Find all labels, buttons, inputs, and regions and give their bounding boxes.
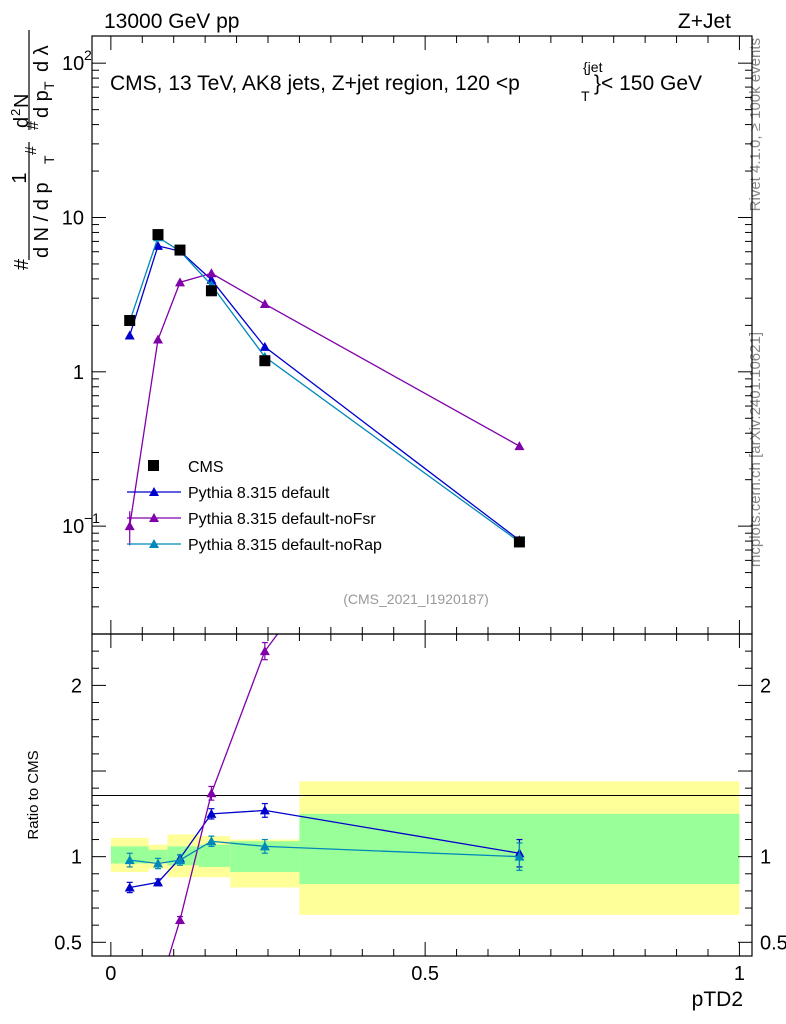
series-point-1 [259, 299, 270, 309]
chart-title-post: }< 150 GeV [594, 72, 702, 95]
ratio-point-0 [206, 808, 217, 818]
svg-text:#: # [25, 121, 42, 130]
x-axis-label: pTD2 [692, 988, 743, 1011]
y-tick-label: 10 [62, 53, 84, 75]
mcplots-label: mcplots.cern.ch [arXiv:2401.10621] [747, 332, 764, 567]
svg-text:d p: d p [31, 90, 53, 118]
legend-label-2: Pythia 8.315 default-noRap [188, 537, 382, 554]
ratio-plot-frame [91, 633, 753, 957]
ratio-y-tick-label: 0.5 [54, 932, 82, 954]
svg-text:d N / d p: d N / d p [31, 182, 53, 258]
legend: CMS Pythia 8.315 default Pythia 8.315 defa… [127, 459, 382, 554]
legend-marker-0 [149, 487, 159, 496]
y-tick-exponent: 2 [84, 47, 92, 63]
svg-text:T: T [41, 155, 57, 164]
reference-point [259, 355, 271, 367]
svg-text:#: # [23, 146, 40, 155]
y-tick-exponent: −1 [84, 510, 100, 526]
legend-marker-cms [148, 460, 159, 471]
svg-text:d λ: d λ [31, 45, 53, 72]
series-point-0 [259, 341, 270, 351]
ratio-point-2 [259, 841, 270, 851]
chart-title-sup: {jet [583, 59, 603, 75]
ratio-y-tick-label-right: 0.5 [760, 932, 786, 954]
ratio-line-1 [168, 634, 279, 956]
ratio-point-0 [153, 877, 163, 887]
series-point-1 [175, 277, 185, 287]
reference-point [124, 315, 136, 327]
legend-marker-1 [149, 513, 159, 522]
ratio-point-2 [153, 858, 163, 868]
series-point-1 [206, 268, 217, 278]
y-tick-label: 10 [62, 207, 84, 229]
main-y-axis-label: # 1 d N / d p T # d 2 N # d p T d λ [8, 30, 57, 270]
ratio-y-axis-label: Ratio to CMS [25, 750, 42, 839]
ratio-point-1 [259, 646, 270, 656]
header-left: 13000 GeV pp [104, 10, 239, 33]
ratio-point-1 [175, 915, 185, 925]
ratio-y-tick-label: 2 [71, 675, 82, 697]
ratio-y-tick-label-right: 1 [760, 847, 771, 869]
svg-text:N: N [11, 94, 33, 108]
reference-point [174, 244, 186, 256]
y-tick-label: 10 [62, 516, 84, 538]
chart-title: CMS, 13 TeV, AK8 jets, Z+jet region, 120… [110, 72, 520, 95]
ratio-y-tick-label-right: 2 [760, 675, 771, 697]
x-tick-label: 0.5 [411, 963, 439, 985]
legend-marker-2 [149, 539, 159, 548]
y-tick-label: 1 [73, 362, 84, 384]
legend-label-0: Pythia 8.315 default [188, 485, 330, 502]
rivet-label: Rivet 4.1.0, ≥ 100k events [747, 38, 764, 211]
reference-point [205, 285, 217, 297]
ratio-point-2 [206, 836, 217, 846]
ratio-point-1 [514, 304, 524, 313]
ratio-point-1 [125, 1015, 135, 1024]
svg-text:#: # [11, 258, 33, 270]
series-point-0 [153, 240, 163, 250]
series-line-0 [129, 245, 520, 541]
ratio-point-0 [124, 882, 135, 892]
series-line-2 [129, 236, 520, 543]
ratio-series-group [124, 304, 525, 1024]
svg-text:2: 2 [8, 109, 23, 116]
series-point-1 [153, 334, 163, 344]
ratio-band-inner [148, 849, 168, 862]
legend-label-cms: CMS [188, 459, 224, 476]
series-line-1 [129, 272, 520, 527]
ratio-point-2 [124, 855, 135, 865]
ratio-y-tick-label: 1 [71, 847, 82, 869]
main-series-group [124, 229, 525, 548]
ratio-point-1 [206, 788, 217, 798]
legend-label-1: Pythia 8.315 default-noFsr [188, 511, 376, 528]
ratio-line-2 [129, 840, 520, 865]
header-right: Z+Jet [678, 10, 731, 33]
series-point-0 [124, 330, 135, 340]
reference-point [152, 229, 164, 241]
ratio-point-2 [514, 851, 525, 861]
svg-text:T: T [41, 81, 57, 90]
ratio-point-2 [175, 855, 185, 865]
x-tick-label: 0 [105, 963, 116, 985]
reference-point [513, 536, 525, 548]
svg-text:1: 1 [9, 172, 31, 183]
ratio-point-1 [153, 987, 163, 996]
chart-title-sub: T [581, 88, 590, 104]
ratio-band-inner [198, 844, 231, 867]
ratio-line-0 [129, 809, 520, 889]
series-point-1 [514, 441, 525, 451]
analysis-label: (CMS_2021_I1920187) [343, 591, 489, 607]
ratio-uncertainty-bands [110, 781, 740, 915]
x-tick-label: 1 [734, 963, 745, 985]
svg-text:d: d [11, 117, 33, 128]
ratio-point-0 [259, 805, 270, 815]
series-point-1 [124, 521, 135, 531]
